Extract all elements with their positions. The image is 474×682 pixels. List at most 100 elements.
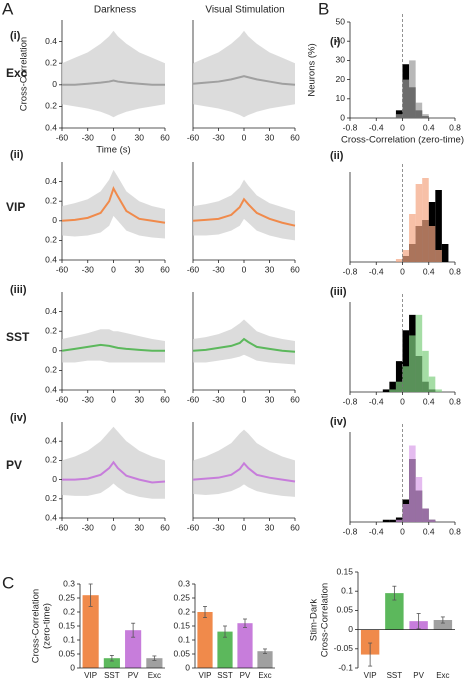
hist-bar	[435, 190, 442, 262]
column-title: Darkness	[94, 5, 136, 16]
bar	[433, 620, 453, 630]
hist-bar	[441, 244, 449, 262]
hist-bar	[382, 519, 390, 522]
bar	[217, 631, 233, 668]
hist-bar	[395, 381, 403, 392]
y-tick-label: 0	[70, 662, 75, 672]
row-numeral: (ii)	[330, 150, 344, 162]
x-tick-label: 30	[265, 394, 275, 404]
x-tick-label: 0	[242, 264, 247, 274]
x-tick-label: 30	[265, 264, 275, 274]
x-tick-label: 0.4	[423, 396, 435, 406]
hist-bar	[402, 366, 410, 392]
y-tick-label: 0.2	[45, 325, 57, 335]
y-tick-label: 0.2	[45, 57, 57, 67]
hist-bar	[389, 389, 396, 392]
row-numeral: (i)	[330, 36, 341, 48]
x-tick-label: 30	[135, 132, 145, 142]
x-tick-label: 0	[400, 526, 405, 536]
trace-band	[62, 169, 165, 239]
y-tick-label: 0.15	[173, 620, 190, 630]
x-tick-label: 0.8	[449, 122, 461, 132]
mean-line	[61, 343, 165, 352]
y-tick-label: 0.2	[45, 195, 57, 205]
hist-bar	[395, 114, 403, 118]
row-cell: VIP	[6, 200, 25, 214]
x-tick-label: -30	[212, 394, 225, 404]
y-tick-label: 0.05	[336, 605, 353, 615]
x-tick-label: -60	[187, 132, 200, 142]
y-tick-label: 0.25	[173, 592, 190, 602]
hist-bar	[415, 102, 423, 118]
x-tick-label: 0	[111, 264, 116, 274]
x-tick-label: -60	[56, 522, 69, 532]
x-tick-label: -0.8	[343, 122, 358, 132]
x-tick-label: 0.4	[423, 266, 435, 276]
y-tick-label: 0	[52, 215, 57, 225]
bar	[125, 630, 142, 668]
y-tick-label: 0.4	[45, 384, 57, 394]
trace-band	[62, 30, 165, 118]
trace-band	[193, 319, 295, 365]
y-tick-label: 0.4	[45, 306, 57, 316]
mean-line	[61, 185, 166, 224]
mean-line	[192, 337, 296, 353]
row-cell: SST	[6, 330, 30, 344]
bar	[103, 658, 120, 668]
hist-bar	[422, 350, 429, 392]
y-tick-label: 0.3	[63, 578, 75, 588]
hist-bar	[428, 376, 436, 392]
y-tick-label: 0.4	[45, 512, 57, 522]
x-tick-label: 0.4	[423, 122, 435, 132]
row-numeral: (iii)	[10, 284, 27, 296]
panel-label: C	[2, 573, 14, 592]
x-tick-label: 0.8	[449, 396, 461, 406]
y-tick-label: 0.1	[341, 585, 353, 595]
row-numeral: (iii)	[330, 286, 347, 298]
mean-line	[192, 461, 296, 483]
row-cell: Exc	[6, 66, 28, 80]
row-numeral: (iv)	[10, 412, 27, 424]
hist-bar	[409, 445, 416, 522]
mean-line	[192, 197, 296, 227]
x-tick-label: -0.4	[369, 122, 384, 132]
y-tick-label: 0.2	[45, 101, 57, 111]
x-tick-label: -60	[187, 522, 200, 532]
y-axis-label: Cross-Correlation	[19, 37, 30, 111]
hist-bar	[402, 79, 410, 118]
x-tick-label: -60	[56, 264, 69, 274]
y-tick-label: 0	[348, 624, 353, 634]
hist-bar	[395, 259, 403, 262]
x-tick-label: 0	[400, 122, 405, 132]
x-tick-label: -0.8	[343, 266, 358, 276]
y-tick-label: 0.2	[45, 365, 57, 375]
panel-label: A	[2, 0, 14, 18]
x-tick-label: 60	[290, 264, 300, 274]
x-tick-label: -30	[212, 132, 225, 142]
x-tick-label: Exc	[148, 671, 161, 680]
bar	[197, 612, 213, 668]
x-tick-label: 0.8	[449, 266, 461, 276]
x-tick-label: 0	[242, 522, 247, 532]
x-tick-label: -30	[212, 264, 225, 274]
x-tick-label: 0	[400, 266, 405, 276]
hist-bar	[402, 504, 410, 522]
x-tick-label: 0.8	[449, 526, 461, 536]
column-title: Visual Stimulation	[205, 5, 284, 16]
x-tick-label: 30	[135, 264, 145, 274]
y-tick-label: 0.1	[178, 634, 190, 644]
hist-bar	[402, 250, 410, 262]
y-tick-label: 0.4	[45, 122, 57, 132]
hist-bar	[428, 226, 436, 262]
x-tick-label: VIP	[84, 671, 97, 680]
y-tick-label: 40	[336, 35, 346, 45]
x-tick-label: PV	[240, 671, 251, 680]
y-tick-label: 0	[185, 662, 190, 672]
y-tick-label: 0.2	[45, 455, 57, 465]
y-tick-label: 0.4	[45, 254, 57, 264]
y-tick-label: 50	[336, 16, 346, 26]
x-tick-label: SST	[104, 671, 120, 680]
bar	[237, 623, 253, 668]
hist-bar	[422, 114, 429, 118]
x-tick-label: 60	[160, 264, 170, 274]
